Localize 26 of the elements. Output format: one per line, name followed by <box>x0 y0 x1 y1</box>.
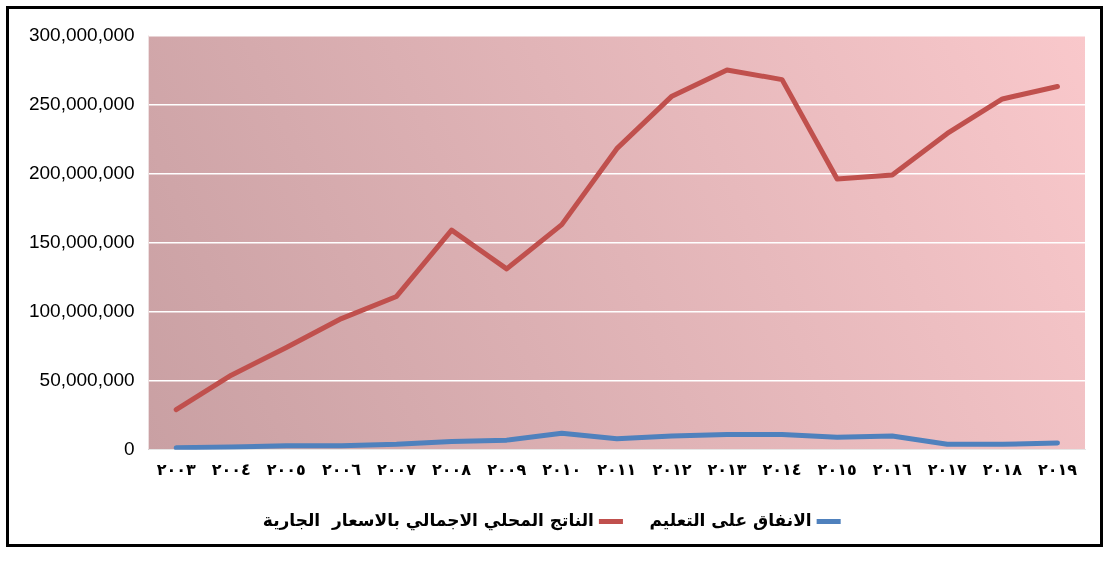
x-tick-label: ٢٠١٥ <box>817 459 857 479</box>
y-tick-label: 100,000,000 <box>28 299 135 321</box>
x-tick-label: ٢٠٠٦ <box>321 459 362 479</box>
x-tick-label: ٢٠١٨ <box>982 459 1023 479</box>
x-tick-label: ٢٠١٠ <box>542 459 582 479</box>
y-tick-label: 300,000,000 <box>28 23 135 45</box>
x-tick-label: ٢٠١٣ <box>707 459 747 479</box>
x-tick-label: ٢٠١٢ <box>652 459 692 479</box>
x-tick-label: ٢٠١٦ <box>872 459 912 479</box>
x-tick-label: ٢٠١٧ <box>927 459 968 479</box>
x-tick-label: ٢٠١١ <box>597 459 637 479</box>
x-tick-label: ٢٠٠٩ <box>487 459 527 479</box>
y-tick-label: 0 <box>124 438 135 460</box>
y-tick-label: 200,000,000 <box>28 161 135 183</box>
legend-label: الانفاق على التعليم <box>649 509 812 530</box>
x-tick-label: ٢٠٠٧ <box>376 459 417 479</box>
x-tick-label: ٢٠٠٥ <box>266 459 306 479</box>
legend-label: الناتج المحلي الاجمالي بالاسعار الجارية <box>262 509 594 531</box>
y-tick-label: 50,000,000 <box>39 368 135 390</box>
x-tick-label: ٢٠١٩ <box>1037 459 1078 479</box>
x-tick-label: ٢٠٠٨ <box>432 459 472 479</box>
x-tick-label: ٢٠٠٤ <box>211 459 251 479</box>
y-tick-label: 150,000,000 <box>28 230 135 252</box>
x-tick-label: ٢٠٠٣ <box>156 459 196 479</box>
y-tick-label: 250,000,000 <box>28 92 135 114</box>
x-tick-label: ٢٠١٤ <box>762 459 802 479</box>
